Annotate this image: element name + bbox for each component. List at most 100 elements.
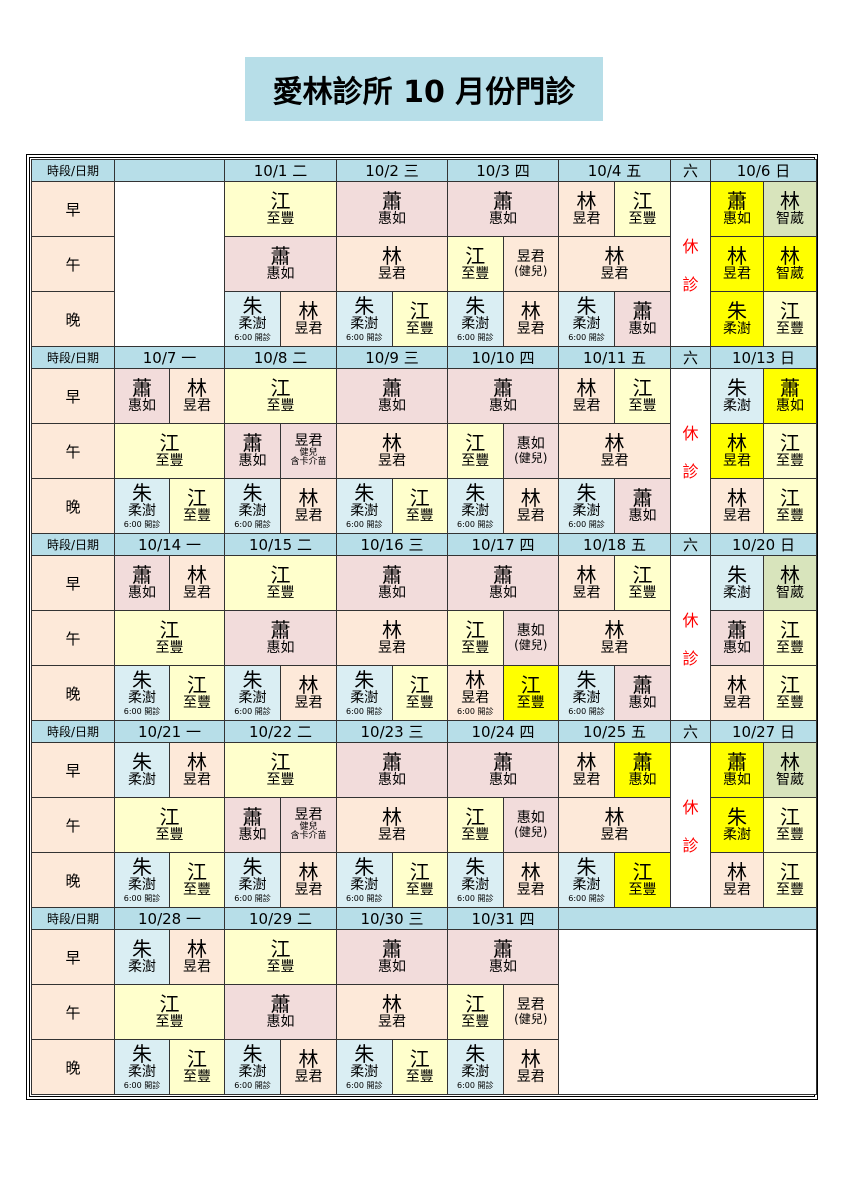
day-header: 10/30 三	[336, 907, 448, 930]
doctor-surname: 朱	[727, 376, 747, 401]
schedule-cell-content: 蕭惠如 昱君 健兒 含卡介苗	[225, 798, 336, 852]
schedule-cell: 朱柔澍 6:00 開診林昱君	[447, 478, 559, 534]
schedule-cell: 林昱君	[558, 610, 671, 666]
doctor-given-name: 惠如	[266, 1014, 295, 1031]
doctor-surname: 朱	[132, 937, 152, 962]
doctor-given-name: 惠如	[378, 585, 406, 602]
doctor-surname: 林	[727, 673, 747, 698]
slot-label: 午	[31, 984, 115, 1040]
doctor-entry: 林昱君	[280, 666, 336, 720]
doctor-given-name: 至豐	[405, 695, 434, 712]
doctor-given-name: 至豐	[628, 398, 657, 415]
doctor-entry: 林昱君	[711, 666, 763, 720]
doctor-surname: 江	[465, 618, 486, 643]
doctor-given-name: 惠如	[238, 827, 267, 844]
schedule-cell-content: 林昱君	[559, 611, 670, 665]
doctor-surname: 林	[780, 563, 800, 588]
header-empty	[558, 907, 817, 930]
doctor-surname: 江	[465, 244, 486, 269]
doctor-surname: 朱	[242, 854, 263, 879]
clinic-schedule-table: 時段/日期 10/1 二 10/2 三 10/3 四 10/4 五六 10/6 日早江至豐…	[31, 159, 817, 1095]
slot-label: 午	[31, 610, 115, 666]
schedule-cell: 朱柔澍江至豐	[710, 291, 817, 347]
day-header: 10/15 二	[224, 533, 337, 556]
evening-start-note: 6:00 開診	[345, 1080, 383, 1090]
doctor-given-name: 惠如	[378, 211, 406, 228]
schedule-cell: 林昱君	[336, 984, 448, 1040]
doctor-entry: 林昱君	[280, 292, 336, 346]
slot-row: 晚朱柔澍 6:00 開診林昱君朱柔澍 6:00 開診江至豐朱柔澍 6:00 開診林昱君…	[31, 291, 817, 347]
doctor-surname: 江	[780, 299, 800, 324]
doctor-given-name: 至豐	[405, 508, 434, 525]
closed-day-cell: 休診	[670, 555, 711, 721]
evening-start-note: 6:00 開診	[568, 519, 605, 529]
doctor-given-name: 惠如	[378, 772, 406, 789]
doctor-entry: 朱柔澍 6:00 開診	[559, 853, 614, 907]
doctor-entry: 林昱君	[337, 424, 447, 478]
doctor-surname: 林	[382, 618, 402, 643]
doctor-surname: 江	[632, 376, 653, 401]
doctor-entry: 朱柔澍	[115, 743, 169, 797]
schedule-cell: 蕭惠如	[447, 368, 559, 424]
doctor-entry: 江至豐	[115, 611, 224, 665]
doctor-entry: 江至豐	[763, 853, 816, 907]
day-header: 六	[670, 720, 711, 743]
doctor-entry: 江至豐	[225, 556, 336, 610]
schedule-cell-content: 江至豐	[225, 182, 336, 236]
schedule-cell-content: 林昱君江至豐	[711, 853, 816, 907]
schedule-cell-content: 江至豐	[115, 424, 224, 478]
doctor-surname: 林	[520, 1047, 541, 1072]
doctor-surname: 林	[520, 486, 541, 511]
doctor-given-name: 至豐	[266, 959, 295, 976]
day-header: 10/3 四	[447, 159, 559, 182]
schedule-cell: 朱柔澍 6:00 開診江至豐	[114, 665, 225, 721]
doctor-surname: 江	[409, 486, 430, 511]
schedule-cell-content: 朱柔澍 6:00 開診林昱君	[448, 292, 558, 346]
doctor-surname: 江	[270, 563, 291, 588]
doctor-given-name: 至豐	[405, 1069, 434, 1086]
doctor-entry: 蕭惠如	[115, 556, 169, 610]
doctor-surname: 朱	[242, 1041, 263, 1066]
doctor-entry: 林昱君	[280, 479, 336, 533]
schedule-cell-content: 林昱君江至豐	[559, 556, 670, 610]
doctor-surname: 林	[576, 750, 597, 775]
doctor-surname: 江	[159, 805, 180, 830]
evening-start-note: 6:00 開診	[456, 519, 494, 529]
doctor-given-name: 昱君	[572, 398, 601, 415]
doctor-entry: 惠如 (健兒)	[502, 611, 558, 665]
doctor-surname: 江	[187, 1047, 207, 1072]
schedule-cell-content: 朱柔澍林昱君	[115, 743, 224, 797]
doctor-entry: 江至豐	[115, 424, 224, 478]
doctor-entry: 江至豐	[169, 479, 224, 533]
day-header: 10/21 一	[114, 720, 225, 743]
doctor-given-name: 至豐	[155, 640, 184, 657]
schedule-cell-content: 朱柔澍 6:00 開診林昱君	[225, 1040, 336, 1094]
doctor-given-name: 柔澍	[350, 315, 379, 332]
schedule-cell: 江至豐	[114, 423, 225, 479]
day-header: 10/14 一	[114, 533, 225, 556]
slot-label: 晚	[31, 852, 115, 908]
slot-label: 晚	[31, 291, 115, 347]
doctor-given-name: 至豐	[776, 695, 804, 712]
doctor-surname: 江	[270, 937, 291, 962]
schedule-cell-content: 朱柔澍 6:00 開診江至豐	[337, 479, 447, 533]
doctor-entry: 朱柔澍	[711, 556, 763, 610]
day-header: 10/16 三	[336, 533, 448, 556]
doctor-given-name: 至豐	[266, 772, 295, 789]
doctor-surname: 蕭	[270, 618, 291, 643]
doctor-surname: 朱	[465, 1041, 486, 1066]
schedule-cell-content: 林昱君	[337, 424, 447, 478]
slot-label: 早	[31, 742, 115, 798]
schedule-cell: 林昱君	[336, 610, 448, 666]
doctor-surname: 江	[465, 992, 486, 1017]
schedule-cell: 蕭惠如	[336, 742, 448, 798]
doctor-surname: 朱	[727, 563, 747, 588]
doctor-given-name: 至豐	[516, 695, 545, 712]
schedule-cell-content: 朱柔澍 6:00 開診蕭惠如	[559, 292, 670, 346]
week-header-row: 時段/日期 10/7 一 10/8 二 10/9 三 10/10 四 10/11 五六 10…	[31, 346, 817, 369]
doctor-entry: 江至豐	[763, 424, 816, 478]
schedule-cell: 朱柔澍 6:00 開診蕭惠如	[558, 291, 671, 347]
doctor-surname: 江	[780, 618, 800, 643]
doctor-given-name: 柔澍	[572, 502, 601, 519]
doctor-surname: 蕭	[780, 376, 800, 401]
